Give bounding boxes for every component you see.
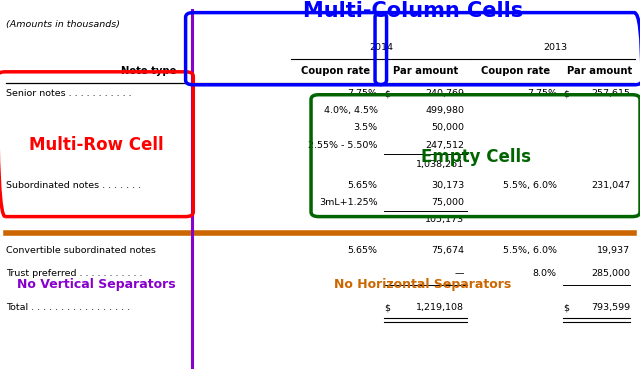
Text: 4.0%, 4.5%: 4.0%, 4.5%: [324, 106, 378, 115]
Text: 19,937: 19,937: [597, 246, 630, 255]
Text: 247,512: 247,512: [425, 141, 464, 150]
Text: 30,173: 30,173: [431, 181, 464, 190]
Text: Par amount: Par amount: [568, 66, 632, 76]
Text: Senior notes . . . . . . . . . . .: Senior notes . . . . . . . . . . .: [6, 89, 132, 98]
Text: 257,615: 257,615: [591, 89, 630, 98]
Text: 2013: 2013: [543, 43, 567, 52]
Text: 5.65%: 5.65%: [348, 246, 378, 255]
Text: 3mL+1.25%: 3mL+1.25%: [319, 198, 378, 207]
Text: $: $: [384, 303, 390, 312]
Text: 5.5%, 6.0%: 5.5%, 6.0%: [503, 181, 557, 190]
Text: 75,674: 75,674: [431, 246, 464, 255]
Text: No Horizontal Separators: No Horizontal Separators: [334, 278, 511, 291]
Text: Total . . . . . . . . . . . . . . . . .: Total . . . . . . . . . . . . . . . . .: [6, 303, 131, 312]
Text: 3.5%: 3.5%: [353, 123, 378, 133]
Text: $: $: [384, 89, 390, 98]
Text: 1,038,261: 1,038,261: [416, 160, 464, 169]
Text: 793,599: 793,599: [591, 303, 630, 312]
Text: Multi-Column Cells: Multi-Column Cells: [303, 2, 523, 21]
Text: 285,000: 285,000: [591, 269, 630, 278]
Text: Subordinated notes . . . . . . .: Subordinated notes . . . . . . .: [6, 181, 141, 190]
Text: 5.5%, 6.0%: 5.5%, 6.0%: [503, 246, 557, 255]
Text: Coupon rate: Coupon rate: [481, 66, 550, 76]
Text: Par amount: Par amount: [393, 66, 458, 76]
Text: 1,219,108: 1,219,108: [416, 303, 464, 312]
Text: 5.65%: 5.65%: [348, 181, 378, 190]
Text: Coupon rate: Coupon rate: [301, 66, 371, 76]
Text: (Amounts in thousands): (Amounts in thousands): [6, 20, 120, 29]
Text: 8.0%: 8.0%: [532, 269, 557, 278]
Text: Empty Cells: Empty Cells: [420, 147, 531, 166]
Text: Convertible subordinated notes: Convertible subordinated notes: [6, 246, 156, 255]
Text: 105,173: 105,173: [425, 215, 464, 224]
Text: 2014: 2014: [369, 43, 393, 52]
Text: 50,000: 50,000: [431, 123, 464, 133]
Text: Trust preferred . . . . . . . . . . .: Trust preferred . . . . . . . . . . .: [6, 269, 143, 278]
Text: 231,047: 231,047: [591, 181, 630, 190]
Text: 2.55% - 5.50%: 2.55% - 5.50%: [308, 141, 378, 150]
Text: No Vertical Separators: No Vertical Separators: [17, 278, 175, 291]
Text: 499,980: 499,980: [425, 106, 464, 115]
Text: Multi-Row Cell: Multi-Row Cell: [29, 136, 163, 154]
Text: $: $: [563, 89, 569, 98]
Text: 7.75%: 7.75%: [527, 89, 557, 98]
Text: —: —: [454, 269, 464, 278]
Text: 7.75%: 7.75%: [348, 89, 378, 98]
Text: Note type: Note type: [121, 66, 177, 76]
Text: 240,769: 240,769: [425, 89, 464, 98]
Text: $: $: [563, 303, 569, 312]
Text: 75,000: 75,000: [431, 198, 464, 207]
